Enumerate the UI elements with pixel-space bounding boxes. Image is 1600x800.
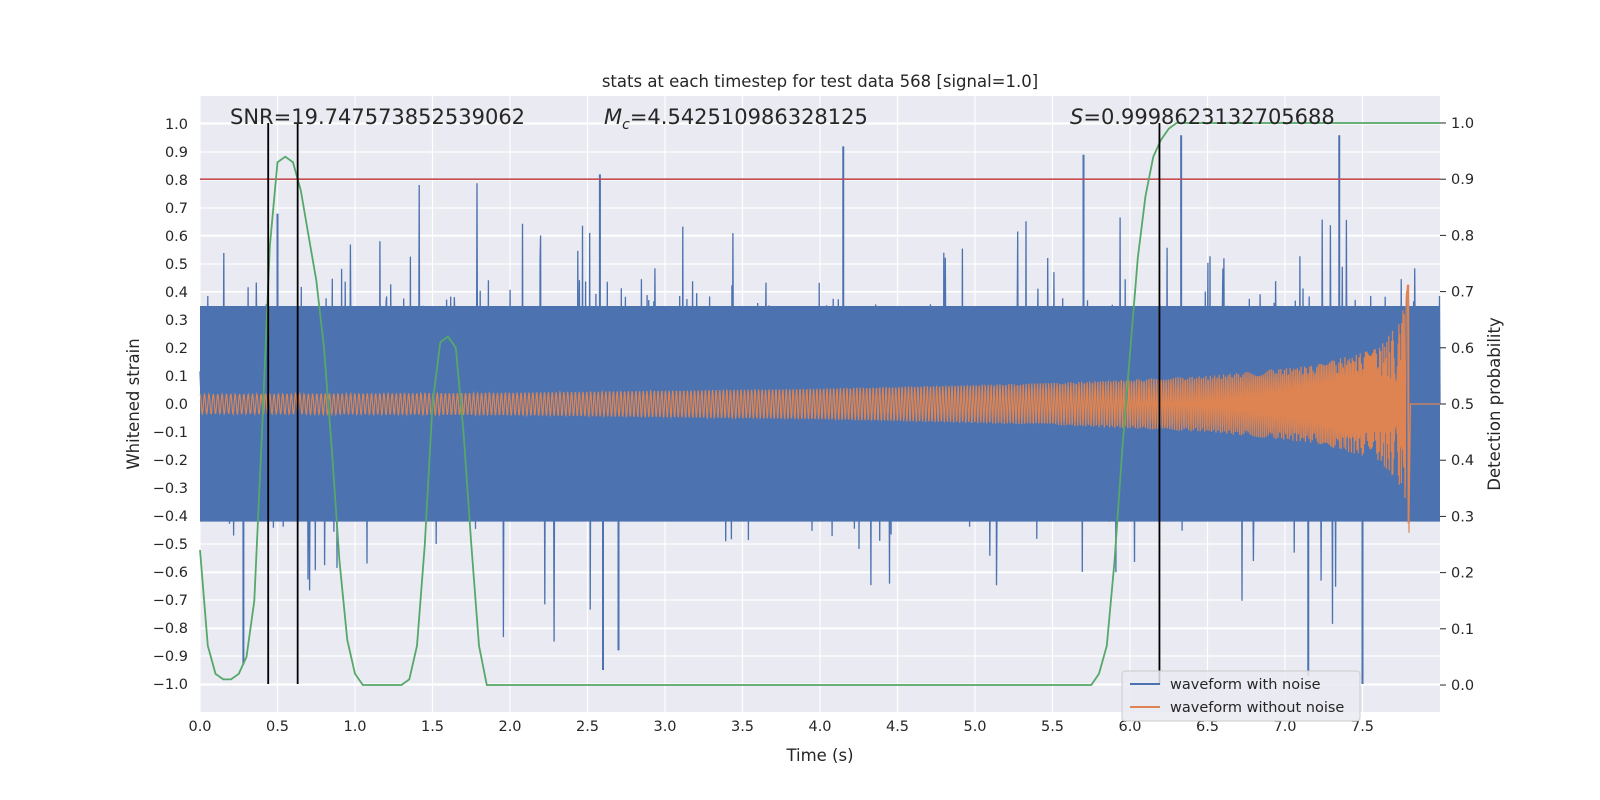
y2-tick-label: 0.7 [1451,285,1474,301]
y2-tick-label: 0.4 [1451,453,1474,469]
y-tick-label: 1.0 [165,117,188,133]
y-tick-label: 0.7 [165,201,188,217]
y2-tick-label: 0.2 [1451,566,1474,582]
y-tick-label: −0.7 [153,593,188,609]
x-tick-label: 3.5 [731,719,754,735]
y-axis-label: Whitened strain [124,338,143,469]
x-tick-label: 7.5 [1351,719,1374,735]
y-tick-label: −0.4 [153,509,188,525]
x-tick-label: 3.0 [653,719,676,735]
vertical-markers [267,122,1161,684]
x-tick-label: 6.0 [1118,719,1141,735]
y2-tick-label: 0.5 [1451,397,1474,413]
y2-tick-label: 0.3 [1451,509,1474,525]
y-tick-label: −0.3 [153,481,188,497]
y2-tick-label: 0.0 [1451,678,1474,694]
chirp-mass-symbol: M [604,105,622,129]
x-tick-label: 1.0 [343,719,366,735]
y-tick-label: −1.0 [153,677,188,693]
score-symbol: S [1070,105,1083,129]
x-tick-label: 5.5 [1041,719,1064,735]
x-tick-label: 5.0 [963,719,986,735]
chirp-mass-subscript: c [622,117,630,133]
snr-annotation: SNR=19.747573852539062 [230,105,525,129]
y-tick-label: −0.2 [153,453,188,469]
probability-trace [199,122,1440,686]
y-tick-label: −0.5 [153,537,188,553]
y-tick-label: −0.1 [153,425,188,441]
y-axis-ticks: 1.0 0.9 0.8 0.7 0.6 0.5 0.4 0.3 0.2 0.1 0.0 −0.1 −0.… [153,117,188,693]
y-tick-label: −0.6 [153,565,188,581]
chirp-mass-value: =4.542510986328125 [630,105,868,129]
y2-tick-label: 1.0 [1451,116,1474,132]
x-tick-label: 2.0 [498,719,521,735]
y-tick-label: 0.5 [165,257,188,273]
legend-label-waveform-with-noise: waveform with noise [1170,677,1321,693]
score-value: =0.9998623132705688 [1083,105,1334,129]
x-axis-label: Time (s) [785,746,853,765]
x-tick-label: 2.5 [576,719,599,735]
x-tick-label: 0.5 [266,719,289,735]
y2-axis-label: Detection probability [1485,317,1504,491]
x-tick-label: 6.5 [1196,719,1219,735]
x-tick-label: 4.5 [886,719,909,735]
legend-label-waveform-without-noise: waveform without noise [1170,700,1344,716]
clean-trace [199,284,1440,533]
series-waveform-without-noise [199,284,1440,533]
legend: waveform with noise waveform without noi… [1121,670,1361,722]
legend-box [1121,670,1361,722]
x-tick-label: 1.5 [421,719,444,735]
y-tick-label: 0.0 [165,397,188,413]
x-tick-label: 4.0 [808,719,831,735]
y-tick-label: 0.3 [165,313,188,329]
y-tick-label: 0.8 [165,173,188,189]
y2-tick-label: 0.9 [1451,172,1474,188]
y2-axis-ticks: 1.0 0.9 0.8 0.7 0.6 0.5 0.4 0.3 0.2 0.1 0.0 [1440,116,1474,694]
y2-tick-label: 0.1 [1451,622,1474,638]
y-tick-label: −0.9 [153,649,188,665]
chirp-mass-annotation: Mc=4.542510986328125 [604,105,868,133]
chart-title: stats at each timestep for test data 568… [602,72,1038,91]
y-tick-label: 0.6 [165,229,188,245]
y-tick-label: 0.4 [165,285,188,301]
y-tick-label: −0.8 [153,621,188,637]
y2-tick-label: 0.8 [1451,228,1474,244]
y2-tick-label: 0.6 [1451,341,1474,357]
score-annotation: S=0.9998623132705688 [1070,105,1335,129]
y-tick-label: 0.1 [165,369,188,385]
x-tick-label: 7.0 [1273,719,1296,735]
y-tick-label: 0.2 [165,341,188,357]
x-tick-label: 0.0 [188,719,211,735]
series-detection-probability [199,122,1440,686]
x-axis-ticks: 0.0 0.5 1.0 1.5 2.0 2.5 3.0 3.5 4.0 4.5 5.0 5.5 6.0 6… [188,719,1374,735]
y-tick-label: 0.9 [165,145,188,161]
